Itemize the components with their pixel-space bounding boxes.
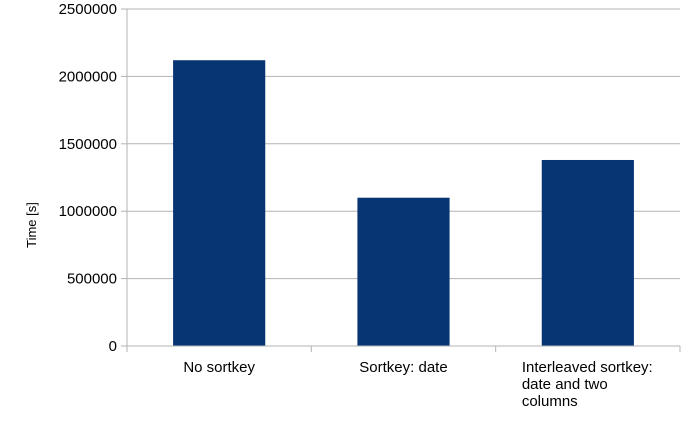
y-tick-label: 500000 [67, 271, 117, 288]
y-tick-label: 2500000 [59, 1, 117, 18]
y-tick-label: 0 [109, 338, 117, 355]
x-category-label-line: columns [522, 393, 578, 410]
bars [173, 60, 634, 346]
x-category-label-line: No sortkey [183, 359, 255, 376]
x-category-label-line: Sortkey: date [359, 359, 447, 376]
bar [541, 159, 634, 346]
x-category-label: No sortkey [183, 359, 255, 376]
y-tick-label: 1500000 [59, 136, 117, 153]
axes [121, 8, 681, 352]
labels: 0 500000 1000000 1500000 2000000 2500000 No so… [59, 1, 653, 410]
x-category-label: Sortkey: date [359, 359, 447, 376]
y-axis-title: Time [s] [24, 202, 39, 248]
y-tick-label: 1000000 [59, 203, 117, 220]
y-tick-label: 2000000 [59, 68, 117, 85]
bar [357, 197, 450, 346]
x-category-label: Interleaved sortkey: date and two columns [522, 359, 653, 410]
x-category-label-line: Interleaved sortkey: [522, 359, 653, 376]
x-category-label-line: date and two [522, 376, 608, 393]
bar [173, 60, 266, 346]
